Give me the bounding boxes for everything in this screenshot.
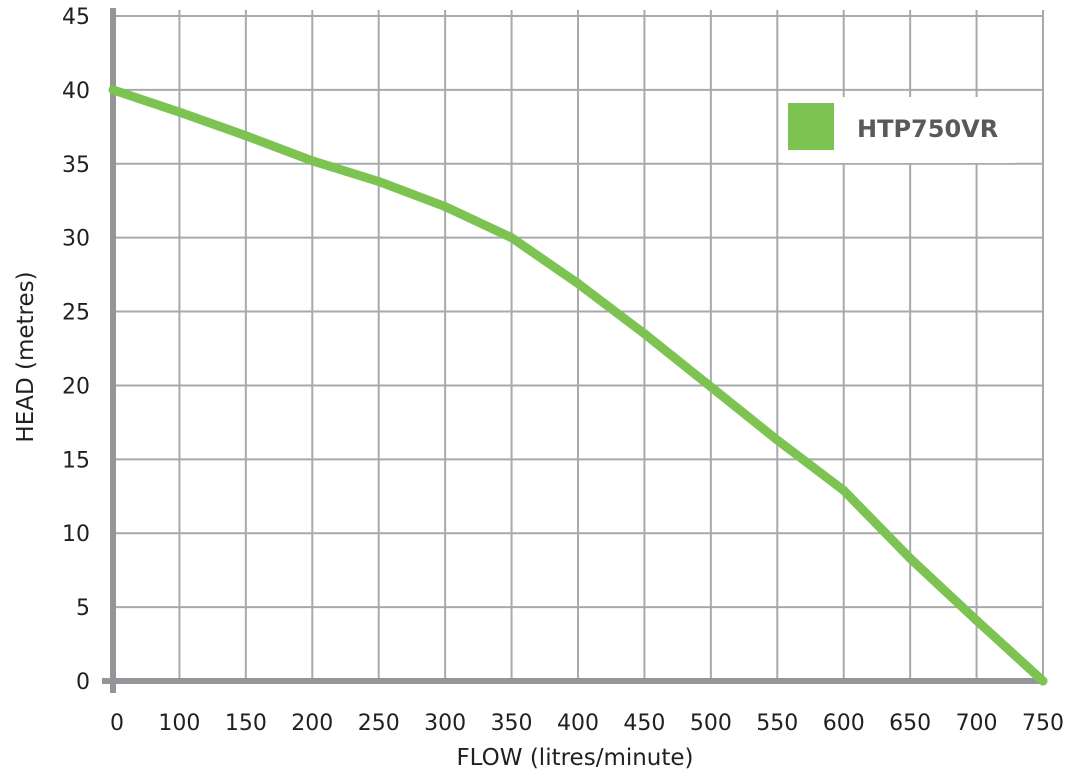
axes [102,8,1046,693]
x-tick-label: 650 [889,711,931,736]
data-point [174,107,184,117]
y-tick-label: 45 [62,5,90,30]
data-point [839,485,849,495]
series [108,85,1048,686]
data-point [772,435,782,445]
x-tick-label: 600 [823,711,865,736]
y-tick-label: 5 [76,596,90,621]
data-point [108,85,118,95]
x-tick-label: 550 [756,711,798,736]
y-tick-label: 25 [62,301,90,326]
data-point [507,233,517,243]
x-tick-label: 350 [491,711,533,736]
data-point [972,615,982,625]
legend: HTP750VR [783,97,1015,163]
y-tick-label: 0 [76,670,90,695]
y-tick-label: 30 [62,227,90,252]
x-tick-label: 0 [110,711,124,736]
x-tick-label: 100 [158,711,200,736]
y-tick-labels: 0 5 10 15 20 25 30 35 40 45 [62,5,90,695]
x-tick-label: 300 [424,711,466,736]
data-point [639,329,649,339]
y-tick-label: 40 [62,79,90,104]
data-point [706,382,716,392]
data-point [573,278,583,288]
x-tick-label: 200 [291,711,333,736]
x-tick-labels: 0 100 150 200 250 300 350 400 450 500 550 600 650 700… [110,711,1064,736]
data-point [440,202,450,212]
x-tick-label: 750 [1022,711,1064,736]
y-axis-title: HEAD (metres) [13,271,39,442]
data-point [307,156,317,166]
data-point [1038,676,1048,686]
x-tick-label: 150 [225,711,267,736]
y-tick-label: 15 [62,448,90,473]
x-tick-label: 250 [358,711,400,736]
data-point [905,553,915,563]
legend-label: HTP750VR [857,115,998,143]
x-tick-label: 450 [623,711,665,736]
x-tick-label: 700 [956,711,998,736]
x-tick-label: 400 [557,711,599,736]
y-tick-label: 20 [62,374,90,399]
data-point [374,177,384,187]
y-tick-label: 10 [62,522,90,547]
x-axis-title: FLOW (litres/minute) [456,745,693,771]
x-tick-label: 500 [690,711,732,736]
y-tick-label: 35 [62,153,90,178]
legend-swatch [788,103,834,150]
data-point [241,131,251,141]
